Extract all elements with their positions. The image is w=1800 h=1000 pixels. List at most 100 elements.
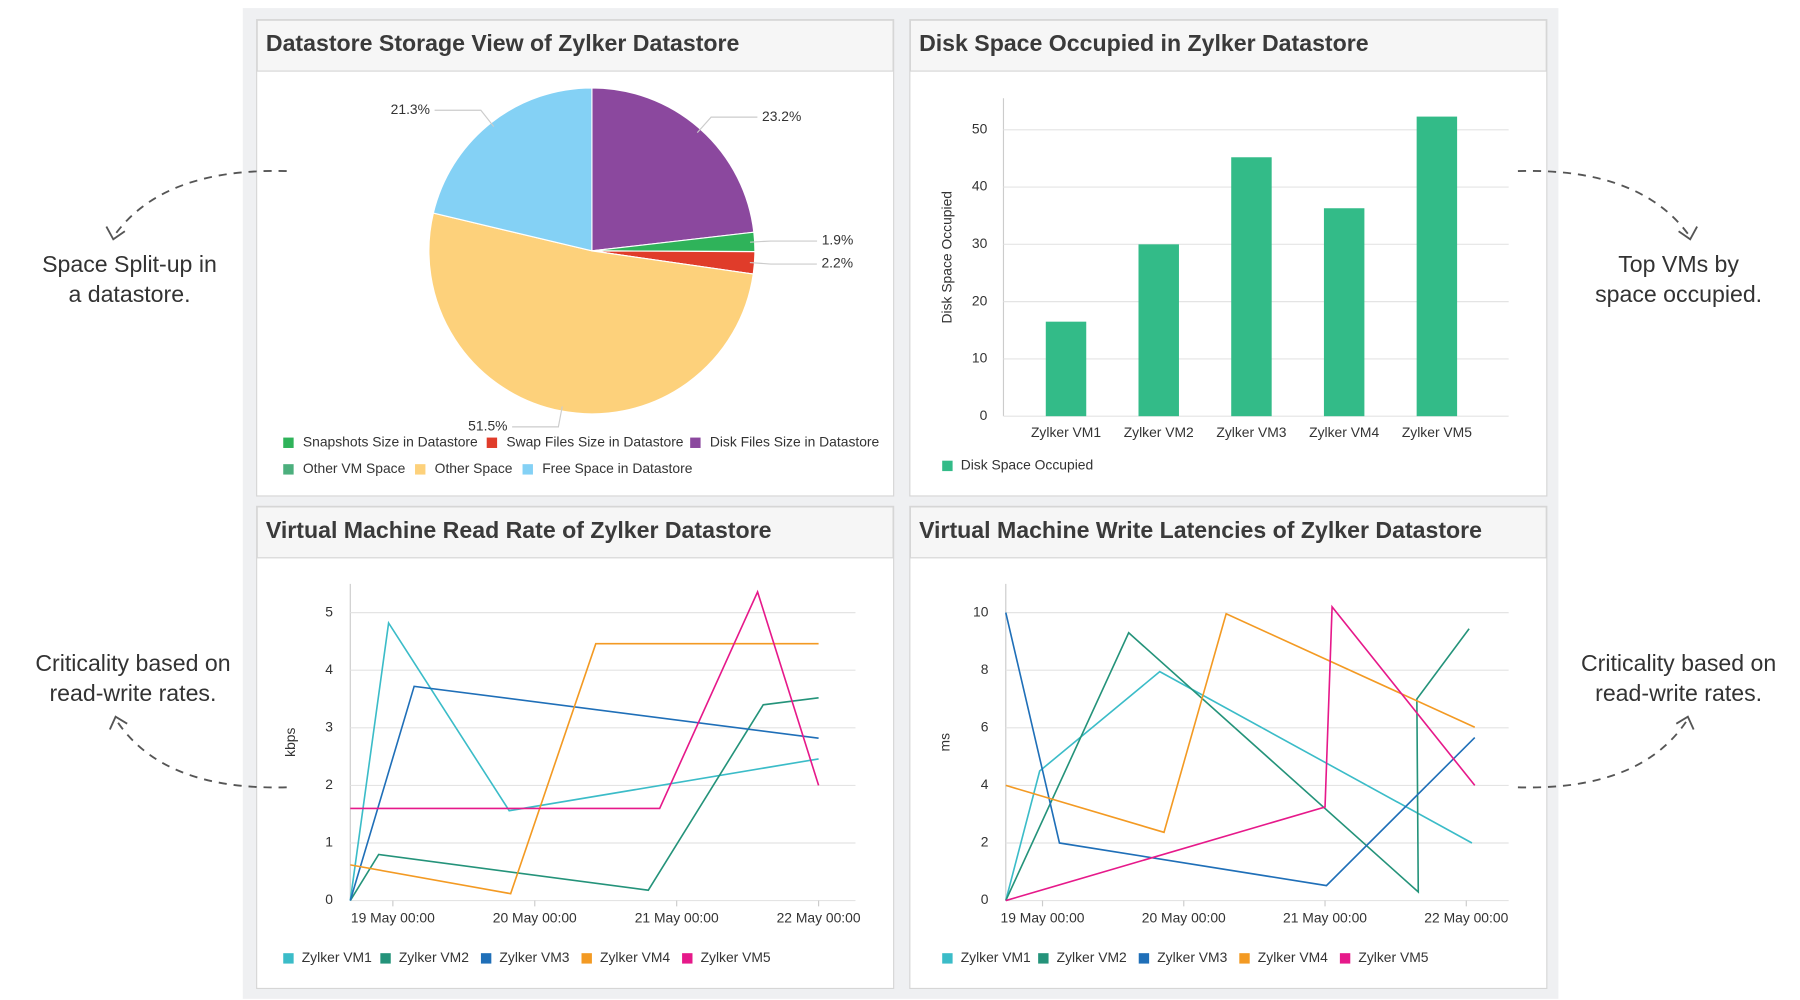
y-tick-label: 10 [973, 603, 989, 619]
legend-label: Disk Files Size in Datastore [710, 433, 880, 449]
x-tick-label: Zylker VM3 [1216, 424, 1286, 440]
y-tick-label: 4 [325, 661, 333, 677]
panel-header [909, 506, 1547, 559]
x-tick-label: 19 May 00:00 [351, 910, 435, 926]
annotation: read-write rates. [1595, 680, 1762, 706]
legend-label: Zylker VM4 [600, 949, 670, 965]
panel [256, 505, 895, 990]
y-tick-label: 10 [972, 350, 988, 366]
x-tick-label: 20 May 00:00 [1142, 910, 1226, 926]
annotation: read-write rates. [49, 680, 216, 706]
y-tick-label: 4 [981, 776, 989, 792]
annotation: Criticality based on [1581, 650, 1776, 676]
data-label: 23.2% [762, 108, 801, 124]
legend-swatch [283, 437, 294, 448]
arrow [1517, 718, 1689, 789]
x-tick-label: 21 May 00:00 [1283, 910, 1367, 926]
panel-header [256, 506, 894, 559]
legend-swatch [942, 953, 953, 964]
x-tick-label: 19 May 00:00 [1001, 910, 1085, 926]
panel [909, 505, 1548, 990]
leader-line [696, 116, 758, 134]
legend-label: Disk Space Occupied [961, 457, 1093, 473]
x-tick-label: 22 May 00:00 [777, 910, 861, 926]
x-tick-label: Zylker VM4 [1309, 424, 1379, 440]
legend-swatch [1038, 953, 1049, 964]
legend-swatch [1138, 953, 1150, 964]
series-line [350, 589, 820, 810]
legend-swatch [415, 464, 426, 475]
y-axis-label: Disk Space Occupied [939, 191, 955, 323]
legend-label: Snapshots Size in Datastore [303, 433, 478, 449]
bar [1323, 208, 1365, 417]
legend-label: Swap Files Size in Datastore [506, 433, 683, 449]
y-tick-label: 2 [981, 834, 989, 850]
legend-swatch [380, 953, 391, 964]
data-label: 1.9% [822, 232, 854, 248]
y-tick-label: 3 [325, 718, 333, 734]
y-tick-label: 5 [325, 603, 333, 619]
leader-line [434, 109, 495, 127]
series-line [349, 685, 819, 901]
series-line [1005, 612, 1476, 834]
legend-label: Zylker VM1 [961, 949, 1031, 965]
annotation: a datastore. [68, 281, 190, 307]
bar [1231, 157, 1272, 417]
data-label: 21.3% [391, 101, 430, 117]
data-label: 2.2% [821, 255, 853, 271]
legend-label: Zylker VM2 [1057, 949, 1127, 965]
legend-label: Zylker VM2 [399, 949, 469, 965]
legend-label: Free Space in Datastore [542, 460, 693, 476]
y-tick-label: 0 [325, 891, 333, 907]
x-tick-label: Zylker VM2 [1124, 424, 1194, 440]
leader-line [750, 240, 818, 243]
legend-swatch [1239, 953, 1250, 964]
legend-swatch [682, 953, 693, 964]
x-tick-label: 20 May 00:00 [493, 910, 577, 926]
chart-title: Datastore Storage View of Zylker Datasto… [266, 30, 740, 56]
legend-swatch [283, 464, 294, 475]
series-line [1004, 612, 1476, 887]
annotation: Criticality based on [35, 650, 230, 676]
y-tick-label: 0 [981, 891, 989, 907]
y-axis-label: kbps [282, 727, 298, 756]
legend-swatch [480, 953, 492, 964]
series-line [1005, 604, 1476, 902]
arrow [114, 718, 287, 789]
legend-label: Other VM Space [303, 460, 406, 476]
y-tick-label: 6 [981, 718, 989, 734]
annotation: space occupied. [1595, 281, 1762, 307]
y-tick-label: 40 [972, 178, 988, 194]
legend-label: Other Space [435, 460, 513, 476]
legend-swatch [942, 460, 953, 472]
panel-header [256, 19, 894, 72]
chart-title: Disk Space Occupied in Zylker Datastore [919, 30, 1369, 56]
bar [1416, 116, 1458, 417]
legend-swatch [522, 464, 533, 475]
chart-title: Virtual Machine Read Rate of Zylker Data… [266, 517, 772, 543]
arrow [112, 170, 287, 238]
legend-swatch [486, 437, 498, 448]
y-tick-label: 50 [972, 120, 988, 136]
bar [1045, 321, 1087, 417]
x-tick-label: Zylker VM5 [1402, 424, 1472, 440]
bar [1138, 244, 1179, 417]
series-line [1005, 628, 1470, 901]
legend-swatch [581, 953, 592, 964]
legend-swatch [1339, 953, 1351, 964]
series-line [1004, 670, 1473, 901]
legend-label: Zylker VM3 [1157, 949, 1227, 965]
legend-label: Zylker VM4 [1258, 949, 1328, 965]
arrow [1517, 170, 1691, 238]
legend-label: Zylker VM5 [1358, 949, 1428, 965]
legend-label: Zylker VM5 [701, 949, 771, 965]
legend-swatch [690, 437, 701, 448]
y-tick-label: 20 [972, 292, 988, 308]
x-tick-label: 21 May 00:00 [635, 910, 719, 926]
arrow-head [1678, 226, 1698, 241]
arrow-head [105, 226, 126, 241]
series-line [349, 697, 819, 902]
annotation: Space Split-up in [42, 251, 217, 277]
y-tick-label: 30 [972, 235, 988, 251]
